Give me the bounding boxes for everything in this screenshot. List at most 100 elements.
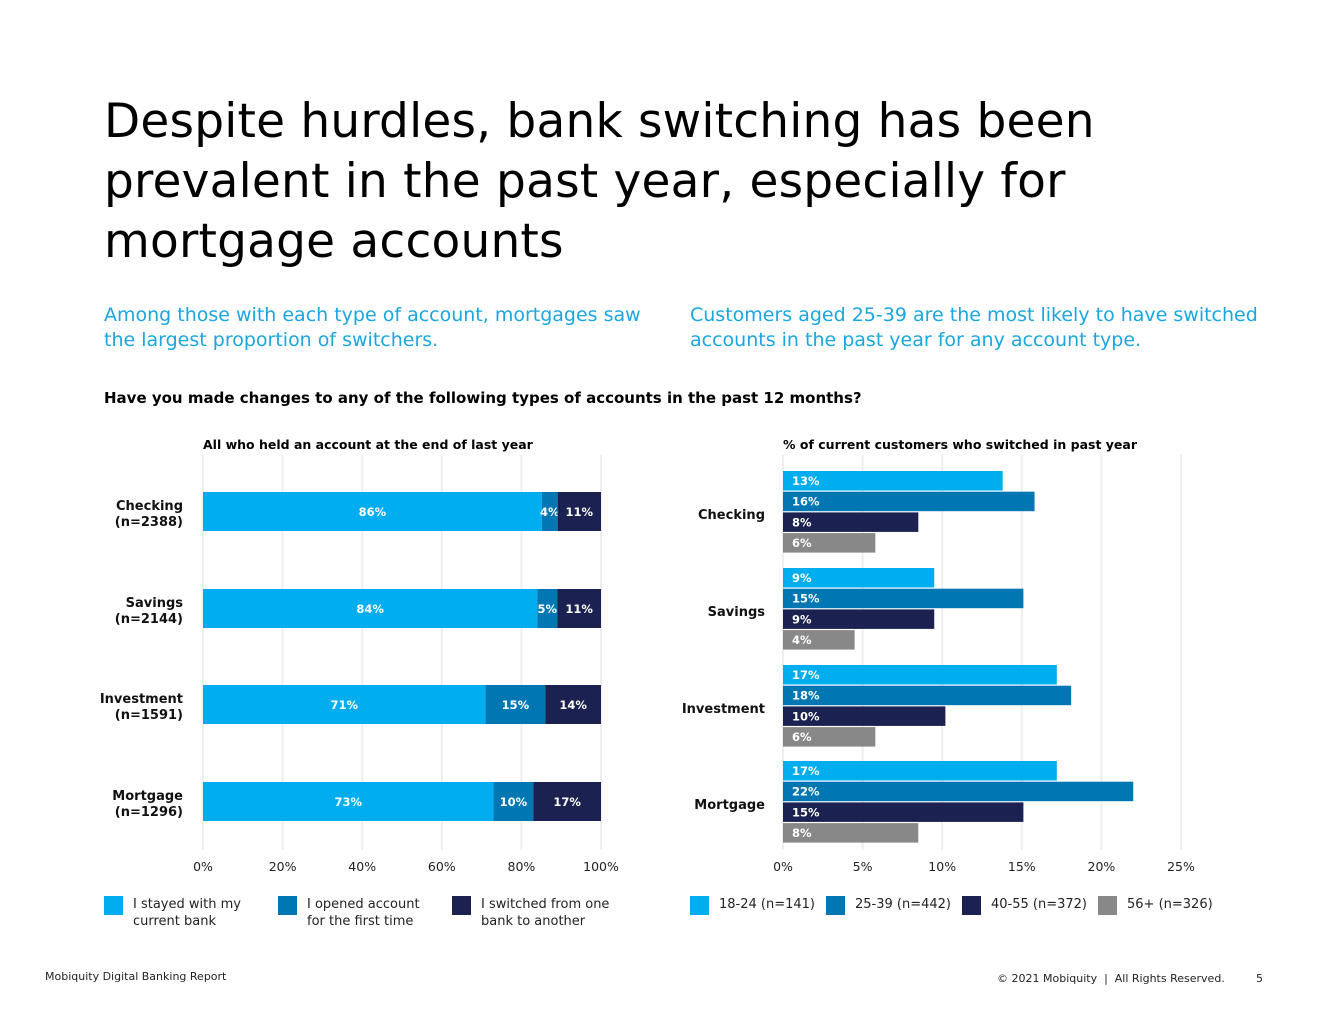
grouped-bar-chart: 0% 5% 10% 15% 20% 25% Checking 13% 16% 8% 6% Saving… [682, 455, 1195, 874]
x-tick-label: 40% [348, 859, 376, 874]
bar-segment [203, 589, 538, 628]
bar-segment [493, 782, 534, 821]
chart2-title: % of current customers who switched in p… [783, 437, 1137, 452]
bar-segment [541, 492, 558, 531]
x-tick-label: 0% [773, 859, 793, 874]
legend-swatch [962, 896, 981, 915]
category-label: Savings [708, 605, 766, 620]
x-tick-label: 10% [928, 859, 956, 874]
legend-swatch [690, 896, 709, 915]
legend-label-line: bank to another [481, 914, 586, 929]
data-label: 6% [792, 536, 812, 550]
survey-question: Have you made changes to any of the foll… [104, 389, 862, 407]
legend-item: 18-24 (n=141) [690, 896, 815, 915]
legend-item: 56+ (n=326) [1098, 896, 1213, 915]
stacked-bar-chart: 0% 20% 40% 60% 80% 100% Checking(n=2388) 86% 4% 1… [100, 455, 619, 874]
data-label: 8% [792, 515, 812, 529]
data-label: 9% [792, 612, 812, 626]
data-label: 86% [359, 505, 387, 519]
data-label: 6% [792, 730, 812, 744]
subhead-left: Among those with each type of account, m… [104, 304, 641, 351]
x-tick-label: 20% [269, 859, 297, 874]
bar-segment [485, 685, 546, 724]
data-label: 73% [335, 795, 363, 809]
x-tick-label: 80% [508, 859, 536, 874]
category-n-label: (n=1296) [115, 805, 183, 820]
data-label: 10% [500, 795, 528, 809]
x-tick-label: 25% [1167, 859, 1195, 874]
legend-swatch [104, 896, 123, 915]
bar [783, 630, 855, 650]
legend-label-line: I opened account [307, 897, 420, 912]
bar [783, 802, 1024, 822]
data-label: 22% [792, 785, 820, 799]
chart2-legend: 18-24 (n=141) 25-39 (n=442) 40-55 (n=372) 5… [690, 896, 1290, 920]
chart1-legend: I stayed with my current bank I opened acc… [104, 896, 664, 936]
data-label: 4% [540, 505, 560, 519]
data-label: 13% [792, 474, 820, 488]
footer-copyright: © 2021 Mobiquity | All Rights Reserved. [997, 972, 1225, 985]
x-tick-label: 5% [853, 859, 873, 874]
bar-segment [537, 589, 558, 628]
bar [783, 533, 876, 553]
data-label: 84% [356, 602, 384, 616]
legend-label-line: current bank [133, 914, 217, 929]
chart1-title: All who held an account at the end of la… [203, 437, 533, 452]
category-label: Mortgage [694, 798, 765, 813]
legend-label: 18-24 (n=141) [719, 897, 815, 912]
data-label: 11% [565, 602, 593, 616]
page-title: Despite hurdles, bank switching has been… [104, 94, 1095, 269]
x-tick-label: 100% [583, 859, 619, 874]
bar [783, 491, 1035, 512]
data-label: 17% [792, 764, 820, 778]
category-label: Mortgage [112, 789, 183, 804]
x-tick-label: 0% [193, 859, 213, 874]
footer-report-name: Mobiquity Digital Banking Report [45, 970, 227, 983]
footer-page-number: 5 [1256, 972, 1263, 985]
category-label: Investment [100, 692, 183, 707]
data-label: 5% [538, 602, 558, 616]
legend-item: I opened account for the first time [278, 896, 420, 930]
legend-swatch [1098, 896, 1117, 915]
data-label: 14% [559, 698, 587, 712]
bar [783, 471, 1003, 491]
legend-label-line: I switched from one [481, 897, 610, 912]
data-label: 4% [792, 633, 812, 647]
bar-segment [557, 492, 601, 531]
bar-segment [545, 685, 601, 724]
bar [783, 823, 919, 843]
bar [783, 685, 1072, 706]
legend-item: I stayed with my current bank [104, 896, 241, 930]
legend-swatch [278, 896, 297, 915]
data-label: 17% [792, 668, 820, 682]
bar-segment [203, 492, 542, 531]
legend-label: I opened account for the first time [307, 896, 420, 930]
bar [783, 761, 1057, 781]
bar [783, 706, 946, 726]
category-label: Savings [126, 596, 184, 611]
legend-swatch [452, 896, 471, 915]
bar-segment [203, 782, 494, 821]
bar [783, 609, 935, 629]
x-tick-label: 15% [1008, 859, 1036, 874]
data-label: 11% [566, 505, 594, 519]
category-label: Checking [698, 508, 765, 523]
bar [783, 512, 919, 532]
category-n-label: (n=1591) [115, 708, 183, 723]
x-tick-label: 60% [428, 859, 456, 874]
category-label: Checking [116, 499, 183, 514]
data-label: 71% [331, 698, 359, 712]
data-label: 10% [792, 709, 820, 723]
legend-label-line: I stayed with my [133, 897, 241, 912]
category-label: Investment [682, 702, 765, 717]
legend-item: 25-39 (n=442) [826, 896, 951, 915]
data-label: 15% [502, 698, 530, 712]
legend-item: 40-55 (n=372) [962, 896, 1087, 915]
bar-segment [203, 685, 486, 724]
legend-label: 56+ (n=326) [1127, 897, 1213, 912]
data-label: 9% [792, 571, 812, 585]
legend-label: I stayed with my current bank [133, 896, 241, 930]
legend-label: 25-39 (n=442) [855, 897, 951, 912]
legend-swatch [826, 896, 845, 915]
x-tick-label: 20% [1088, 859, 1116, 874]
